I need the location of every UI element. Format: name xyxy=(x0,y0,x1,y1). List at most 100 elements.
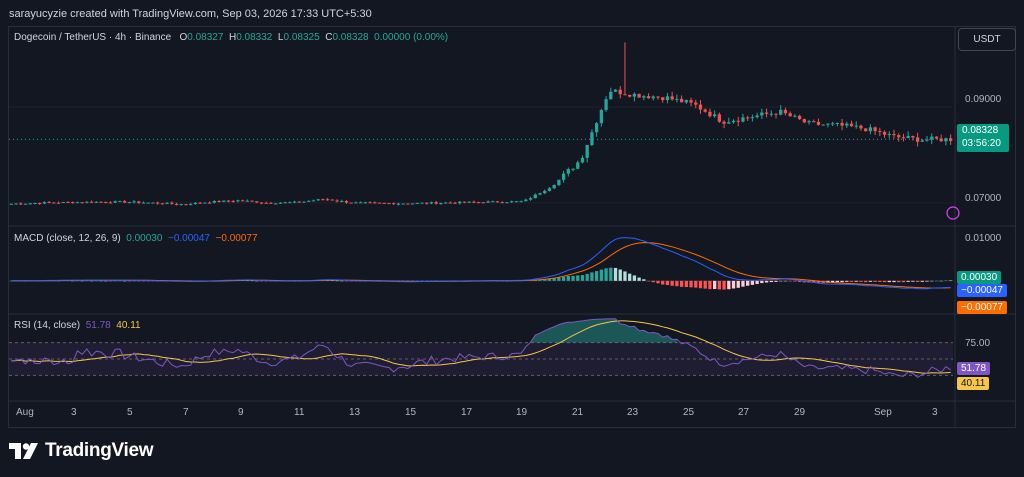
macd-histogram-bar xyxy=(104,280,108,282)
macd-histogram-bar xyxy=(118,280,122,282)
macd-histogram-bar xyxy=(698,280,703,289)
candle-body xyxy=(868,127,873,132)
macd-histogram-bar xyxy=(613,267,618,281)
chart-credit: sarayucyzie created with TradingView.com… xyxy=(9,8,372,20)
macd-histogram-bar xyxy=(585,273,589,281)
macd-histogram-bar xyxy=(122,280,127,282)
candle-body xyxy=(882,131,887,135)
macd-histogram-bar xyxy=(717,280,722,290)
candle-body xyxy=(217,200,221,202)
candle-body xyxy=(679,98,684,103)
macd-histogram-bar xyxy=(868,280,873,282)
macd-histogram-bar xyxy=(873,280,877,282)
candle-body xyxy=(141,202,146,204)
macd-signal-tag: −0.00077 xyxy=(957,301,1007,314)
chart-frame[interactable] xyxy=(8,26,1016,428)
candle-body xyxy=(358,202,363,204)
macd-histogram-bar xyxy=(340,280,344,282)
rsi-value: 51.78 xyxy=(85,320,111,331)
candle-body xyxy=(892,134,896,136)
candle-body xyxy=(651,96,655,99)
high-value: 0.08332 xyxy=(236,32,273,43)
macd-histogram-bar xyxy=(604,268,608,281)
candle-body xyxy=(944,138,948,142)
time-axis-label: 5 xyxy=(127,407,133,418)
candle-body xyxy=(774,113,778,115)
macd-histogram-bar xyxy=(590,272,594,281)
macd-histogram-bar xyxy=(892,280,896,283)
macd-histogram-bar xyxy=(722,280,726,290)
macd-title: MACD (close, 12, 26, 9) xyxy=(14,233,121,244)
macd-histogram-bar xyxy=(887,280,891,283)
candle-body xyxy=(344,200,349,203)
candle-body xyxy=(812,121,816,123)
candle-body xyxy=(514,201,519,203)
macd-histogram-bar xyxy=(939,280,943,282)
candle-body xyxy=(623,94,627,96)
macd-histogram-bar xyxy=(561,276,566,281)
candle-body xyxy=(698,104,703,110)
candle-body xyxy=(835,122,840,124)
macd-histogram-bar xyxy=(259,280,264,282)
macd-histogram-bar xyxy=(755,280,759,285)
candle-body xyxy=(779,109,783,115)
candle-body xyxy=(420,202,424,204)
macd-histogram-bar xyxy=(689,280,693,288)
candle-body xyxy=(226,200,231,202)
macd-histogram-bar xyxy=(727,280,731,290)
candle-body xyxy=(717,114,722,122)
currency-button[interactable]: USDT xyxy=(958,28,1016,51)
macd-legend: MACD (close, 12, 26, 9) 0.00030 −0.00047… xyxy=(14,233,258,244)
macd-histogram-bar xyxy=(132,280,136,282)
candle-body xyxy=(661,97,665,101)
candle-body xyxy=(788,113,792,117)
macd-histogram-bar xyxy=(684,280,688,288)
candle-body xyxy=(746,117,750,119)
macd-histogram-bar xyxy=(637,277,641,281)
candle-body xyxy=(104,201,108,203)
macd-histogram-bar xyxy=(708,280,712,290)
candle-body xyxy=(878,131,882,133)
macd-histogram-bar xyxy=(552,278,556,281)
candle-body xyxy=(906,136,910,139)
candle-body xyxy=(321,199,325,201)
candle-body xyxy=(458,201,462,204)
macd-histogram-bar xyxy=(580,275,585,281)
macd-histogram-bar xyxy=(344,280,349,282)
macd-histogram-bar xyxy=(736,280,740,288)
macd-histogram-bar xyxy=(849,280,854,282)
candle-body xyxy=(406,203,410,205)
macd-histogram-bar xyxy=(878,280,882,282)
candle-body xyxy=(694,102,698,105)
macd-histogram-bar xyxy=(330,280,334,281)
candle-body xyxy=(816,121,821,125)
alert-icon xyxy=(946,206,960,220)
candle-body xyxy=(930,136,934,140)
symbol-title: Dogecoin / TetherUS · 4h · Binance xyxy=(14,32,172,43)
macd-histogram-bar xyxy=(703,280,707,289)
candle-body xyxy=(307,200,311,202)
candle-body xyxy=(764,112,769,114)
macd-histogram-bar xyxy=(656,280,660,284)
macd-histogram-bar xyxy=(812,280,816,283)
candle-body xyxy=(750,117,755,119)
price-axis-label-1: 0.09000 xyxy=(965,94,1002,105)
macd-histogram-bar xyxy=(543,279,547,281)
candle-body xyxy=(948,138,953,142)
macd-histogram-bar xyxy=(764,280,769,283)
candle-body xyxy=(396,203,401,205)
candle-body xyxy=(689,100,693,103)
macd-axis-label: 0.01000 xyxy=(965,233,1002,244)
macd-histogram-bar xyxy=(547,278,552,281)
candle-body xyxy=(108,202,113,204)
macd-histogram-bar xyxy=(915,280,920,282)
candle-body xyxy=(47,202,51,204)
candle-body xyxy=(156,202,160,204)
candle-body xyxy=(538,193,542,195)
candle-body xyxy=(925,139,929,141)
candle-body xyxy=(453,202,457,204)
candle-body xyxy=(495,201,500,203)
macd-histogram-bar xyxy=(646,280,651,282)
candle-body xyxy=(462,201,467,203)
